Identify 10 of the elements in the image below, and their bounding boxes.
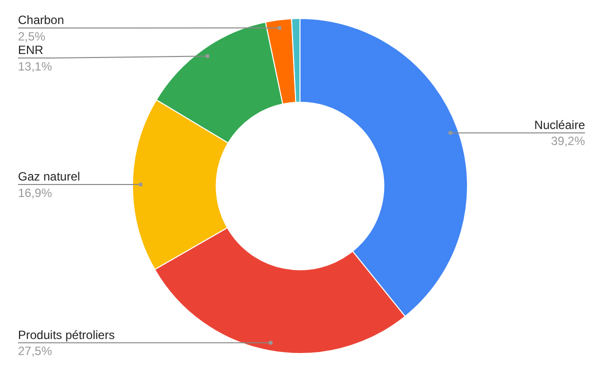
slice-label: Charbon (18, 13, 64, 27)
data-label: 16,9% (18, 186, 52, 200)
slice-label: ENR (18, 43, 44, 57)
data-label: 27,5% (18, 344, 52, 358)
slice-label: Produits pétroliers (18, 328, 115, 342)
slice-label: Nucléaire (534, 118, 586, 132)
data-label: 2,5% (18, 29, 46, 44)
slice-label: Gaz naturel (18, 169, 80, 184)
data-label: 39,2% (550, 134, 586, 148)
data-label: 13,1% (18, 59, 52, 74)
